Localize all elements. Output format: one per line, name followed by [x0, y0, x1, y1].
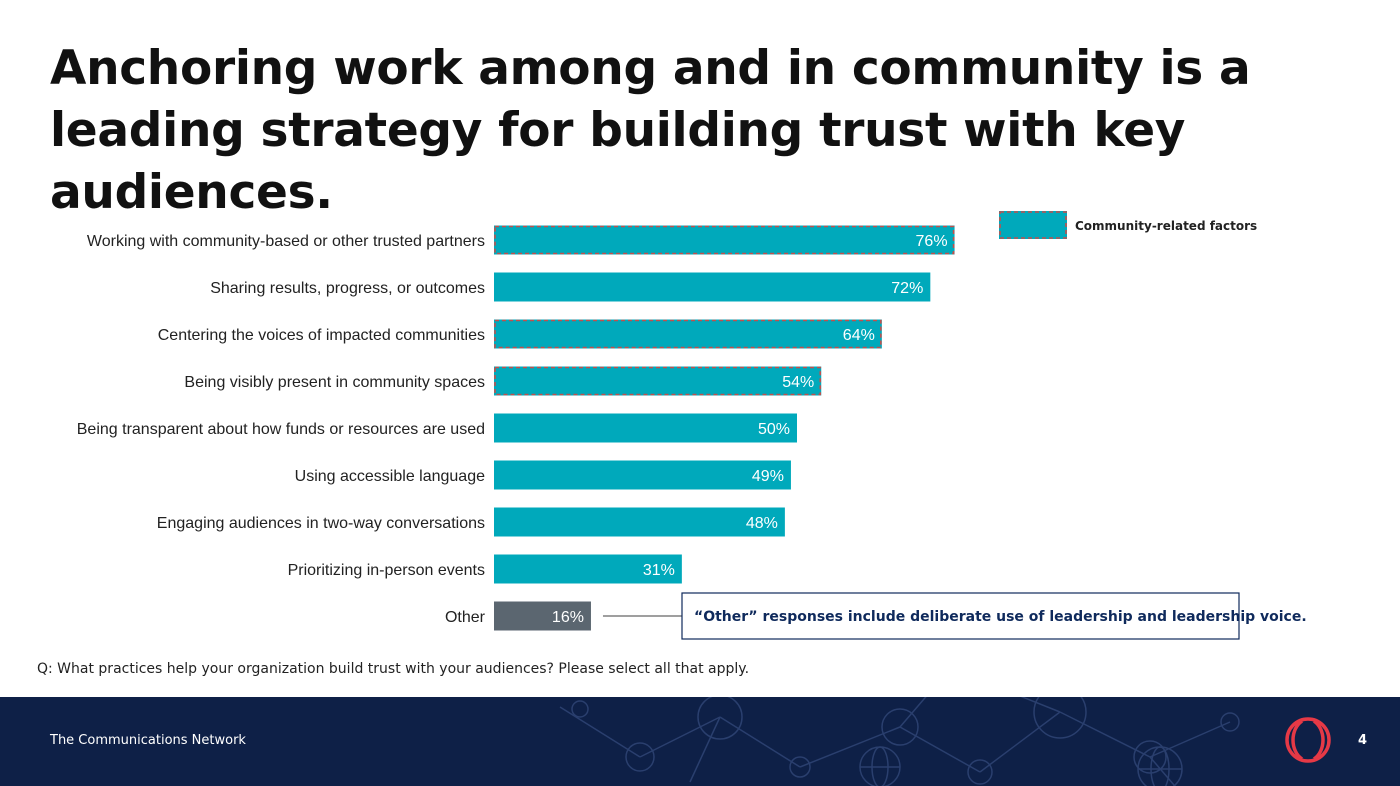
bar [494, 319, 882, 349]
footer-bar: The Communications Network 4 [0, 697, 1400, 786]
community-factor-outline [494, 319, 882, 349]
category-label: Working with community-based or other tr… [87, 233, 485, 250]
organization-name: The Communications Network [50, 733, 246, 748]
slide-title: Anchoring work among and in community is… [50, 41, 1251, 220]
category-label: Being visibly present in community space… [184, 374, 485, 391]
value-label: 48% [746, 515, 778, 532]
value-label: 50% [758, 421, 790, 438]
community-factor-outline [494, 225, 955, 255]
category-label: Engaging audiences in two-way conversati… [157, 515, 485, 532]
legend-label: Community-related factors [1075, 219, 1257, 233]
legend-swatch-outline [999, 211, 1067, 239]
bar [494, 413, 797, 443]
category-label: Prioritizing in-person events [288, 562, 485, 579]
survey-question: Q: What practices help your organization… [37, 661, 750, 677]
bar-chart: Working with community-based or other tr… [77, 211, 1307, 640]
value-label: 72% [891, 280, 923, 297]
category-label: Centering the voices of impacted communi… [158, 327, 485, 344]
bar [494, 601, 591, 631]
annotation-text: “Other” responses include deliberate use… [694, 609, 1307, 625]
organization-logo-icon [1285, 717, 1331, 763]
category-label: Using accessible language [295, 468, 485, 485]
bar [494, 272, 931, 302]
value-label: 49% [752, 468, 784, 485]
annotation-box [681, 592, 1240, 640]
page-number: 4 [1358, 733, 1368, 748]
category-label: Sharing results, progress, or outcomes [210, 280, 485, 297]
value-label: 76% [916, 233, 948, 250]
value-label: 64% [843, 327, 875, 344]
bar [494, 507, 785, 537]
value-label: 31% [643, 562, 675, 579]
bar [494, 460, 791, 490]
bar [494, 366, 822, 396]
value-label: 54% [782, 374, 814, 391]
bar [494, 554, 682, 584]
network-pattern-decoration [559, 697, 1240, 786]
bar [494, 225, 955, 255]
legend-swatch [999, 211, 1067, 239]
value-label: 16% [552, 609, 584, 626]
category-label: Being transparent about how funds or res… [77, 421, 485, 438]
community-factor-outline [494, 366, 822, 396]
category-label: Other [445, 609, 486, 626]
